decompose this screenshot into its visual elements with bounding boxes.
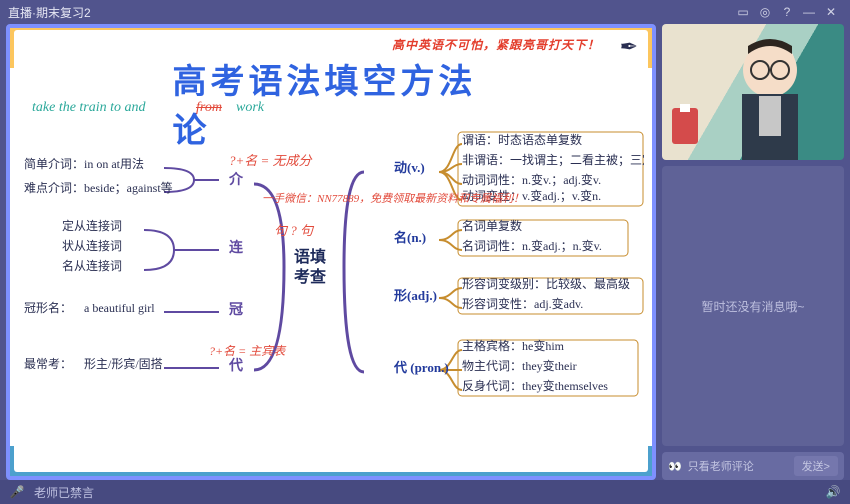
annotation: 一手微信：NN77889，免费领取最新资料和专属福利！ — [262, 190, 524, 206]
window-title: 直播·期末复习2 — [8, 4, 91, 21]
slide-stage: 高中英语不可怕，紧跟亮哥打天下！ ✒ 高考语法填空方法论 — [6, 24, 656, 480]
bird-icon: ✒ — [620, 34, 638, 60]
svg-text:形主/形宾/固搭: 形主/形宾/固搭 — [84, 356, 163, 371]
annotation: 句 ? 句 — [274, 220, 313, 239]
minimize-icon[interactable]: — — [798, 5, 820, 19]
help-icon[interactable]: ? — [776, 5, 798, 19]
svg-text:代: 代 — [228, 357, 243, 374]
svg-text:名(n.): 名(n.) — [394, 230, 426, 245]
crop-icon[interactable]: ▭ — [732, 5, 754, 19]
svg-text:代 (pron.): 代 (pron.) — [393, 360, 449, 375]
chat-input-row: 👀 只看老师评论 发送> — [662, 452, 844, 480]
chat-empty: 暂时还没有消息哦~ — [701, 298, 804, 315]
svg-text:冠: 冠 — [229, 302, 243, 318]
eye-icon[interactable]: ◎ — [754, 5, 776, 19]
svg-text:难点介词：: 难点介词： — [24, 181, 84, 195]
svg-text:定从连接词: 定从连接词 — [62, 218, 122, 233]
svg-text:非谓语：一找谓主；二看主被；三定先后: 非谓语：一找谓主；二看主被；三定先后 — [462, 152, 644, 167]
emoji-icon[interactable]: 👀 — [668, 460, 682, 473]
footer: 🎤 老师已禁言 🔊 — [0, 480, 850, 504]
chat-input[interactable]: 只看老师评论 — [688, 458, 788, 474]
svg-text:连: 连 — [229, 239, 244, 256]
svg-text:主格宾格：he变him: 主格宾格：he变him — [462, 338, 565, 353]
svg-text:谓语：时态语态单复数: 谓语：时态语态单复数 — [462, 132, 582, 147]
svg-text:形容词变级别：比较级、最高级: 形容词变级别：比较级、最高级 — [462, 276, 630, 291]
svg-text:物主代词：they变their: 物主代词：they变their — [462, 358, 577, 373]
svg-text:名词单复数: 名词单复数 — [462, 218, 522, 233]
sound-icon[interactable]: 🔊 — [824, 483, 842, 501]
svg-text:beside；against等: beside；against等 — [84, 181, 173, 195]
mindmap: 语填 考查 介连冠代 简单介词：in on at用法难点介词：beside；aga… — [14, 122, 644, 452]
svg-text:简单介词：: 简单介词： — [24, 157, 84, 171]
webcam — [662, 24, 844, 160]
slogan: 高中英语不可怕，紧跟亮哥打天下！ — [392, 36, 600, 53]
svg-text:a beautiful girl: a beautiful girl — [84, 301, 155, 315]
svg-text:形容词变性：adj.变adv.: 形容词变性：adj.变adv. — [462, 296, 583, 311]
svg-text:最常考：: 最常考： — [24, 357, 72, 371]
svg-text:形(adj.): 形(adj.) — [394, 288, 437, 303]
svg-text:状从连接词: 状从连接词 — [62, 238, 122, 253]
center-1: 语填 — [294, 247, 326, 266]
send-button[interactable]: 发送> — [794, 456, 838, 476]
banned-label: 老师已禁言 — [34, 484, 94, 501]
center-2: 考查 — [294, 267, 326, 286]
mic-icon[interactable]: 🎤 — [8, 483, 26, 501]
slide: 高中英语不可怕，紧跟亮哥打天下！ ✒ 高考语法填空方法论 — [14, 30, 648, 472]
svg-text:名词词性：n.变adj.；n.变v.: 名词词性：n.变adj.；n.变v. — [462, 238, 602, 253]
svg-text:in on at用法: in on at用法 — [84, 157, 144, 171]
close-icon[interactable]: ✕ — [820, 5, 842, 19]
annotation: ?+名 = 无成分 — [229, 150, 312, 169]
svg-text:动(v.): 动(v.) — [394, 160, 425, 175]
svg-text:反身代词：they变themselves: 反身代词：they变themselves — [462, 378, 608, 393]
annotation: take the train to and — [32, 100, 146, 116]
annotation: ?+名 = 主宾表 — [209, 342, 285, 359]
chat-panel: 暂时还没有消息哦~ — [662, 166, 844, 446]
title-bar: 直播·期末复习2 ▭ ◎ ? — ✕ — [0, 0, 850, 24]
svg-text:动词词性：n.变v.；adj.变v.: 动词词性：n.变v.；adj.变v. — [462, 172, 601, 187]
annotation: work — [236, 100, 264, 116]
svg-text:名从连接词: 名从连接词 — [62, 258, 122, 273]
annotation: from — [196, 100, 222, 116]
svg-text:冠形名：: 冠形名： — [24, 300, 72, 315]
svg-text:介: 介 — [228, 171, 244, 188]
